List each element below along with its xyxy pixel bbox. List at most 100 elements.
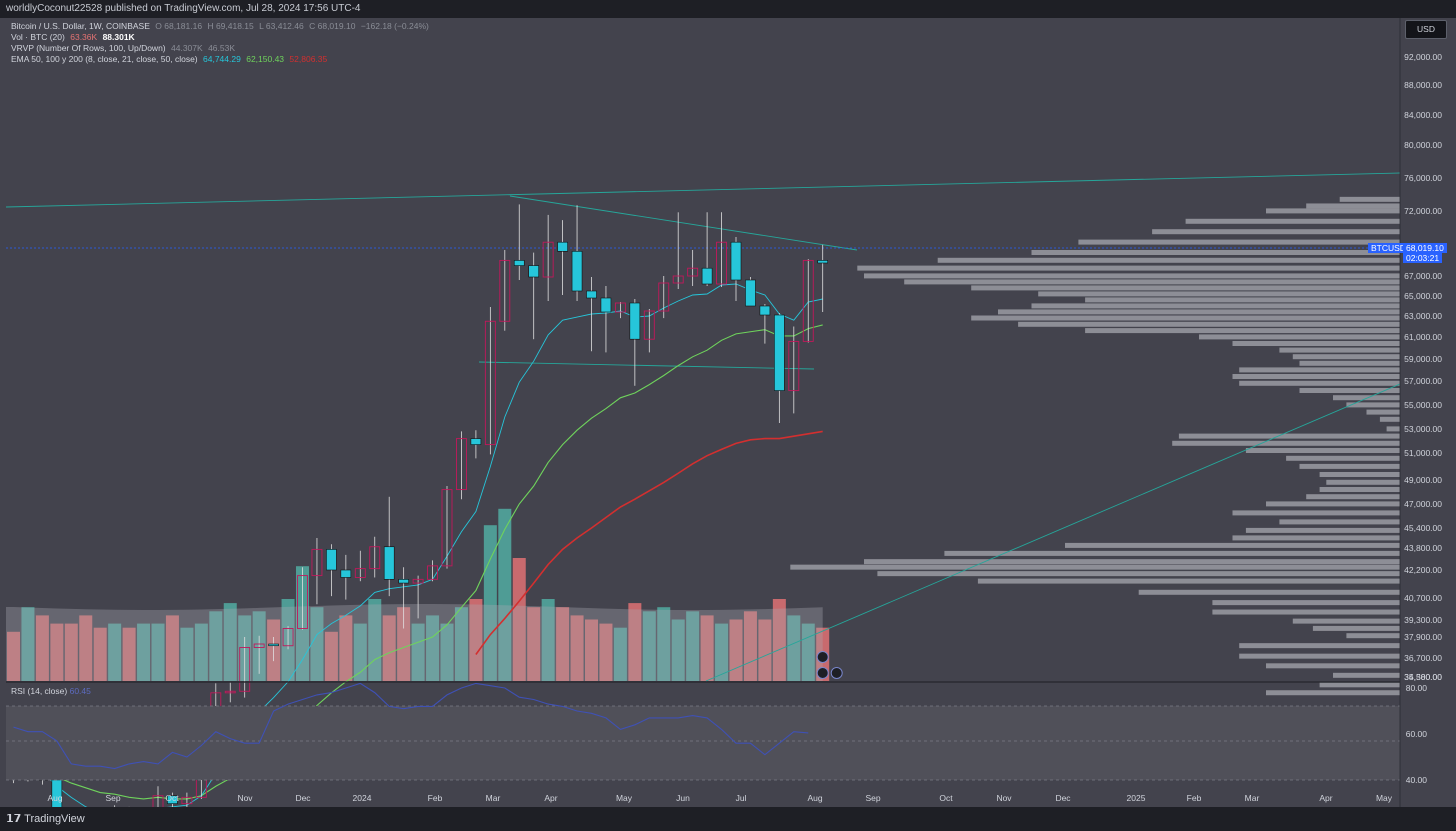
time-axis-label: Dec — [1055, 793, 1071, 803]
candle-body-up — [788, 340, 800, 392]
time-axis-label: Sep — [865, 793, 880, 803]
rsi-axis-label: 80.00 — [1406, 683, 1428, 693]
price-axis-label: 49,000.00 — [1404, 475, 1442, 485]
vrvp-row — [857, 265, 1400, 271]
currency-button[interactable]: USD — [1405, 20, 1447, 39]
volume-bar — [657, 607, 671, 681]
trendline-rising-support — [705, 383, 1401, 682]
candle-body-down — [557, 241, 568, 252]
candle-body-down — [470, 438, 482, 445]
volume-bar — [426, 615, 440, 681]
vrvp-row — [1339, 196, 1400, 202]
price-axis-label: 72,000.00 — [1404, 206, 1442, 216]
volume-bar — [7, 631, 20, 681]
vrvp-row — [1038, 291, 1400, 297]
time-axis-label: Apr — [1319, 793, 1332, 803]
legend-close: C 68,019.10 — [309, 21, 356, 31]
ema-mid-line — [13, 324, 823, 800]
volume-bar — [599, 623, 613, 681]
candle-body-up — [239, 647, 251, 692]
volume-bar — [454, 607, 468, 681]
candle-body-down — [774, 314, 785, 391]
candle-body-down — [701, 267, 713, 285]
price-axis-label: 34,380.00 — [1404, 672, 1442, 682]
tradingview-logo[interactable]: 𝟭𝟳 TradingView — [6, 813, 85, 825]
volume-ma-area — [6, 604, 823, 681]
price-axis-label: 84,000.00 — [1404, 110, 1442, 120]
legend-change: −162.18 (−0.24%) — [360, 21, 429, 31]
vrvp-row — [1346, 633, 1400, 639]
volume-bar — [50, 623, 64, 681]
volume-bar — [772, 599, 786, 681]
volume-bar — [122, 627, 136, 681]
legend-vrvp-up: 44.307K — [171, 43, 203, 53]
volume-bar — [801, 623, 815, 681]
candle-body-up — [802, 259, 814, 342]
vrvp-row — [1239, 380, 1400, 386]
time-axis-label: May — [1376, 793, 1393, 803]
volume-bar — [368, 599, 382, 681]
volume-bar — [642, 611, 656, 681]
candle-body-up — [484, 320, 496, 446]
vrvp-row — [1266, 501, 1400, 507]
price-axis-label: 88,000.00 — [1404, 80, 1442, 90]
vrvp-group — [790, 196, 1400, 696]
volume-bar — [498, 508, 512, 681]
volume-bar — [165, 615, 179, 681]
vrvp-row — [1078, 239, 1400, 245]
vrvp-row — [944, 550, 1400, 556]
candle-body-down — [629, 302, 641, 340]
candle-body-down — [817, 260, 829, 264]
candle-body-down — [730, 241, 742, 281]
vrvp-row — [1292, 354, 1400, 360]
price-axis-label: 47,000.00 — [1404, 499, 1442, 509]
volume-bar — [35, 615, 49, 681]
volume-bar — [339, 615, 353, 681]
candle-body-down — [586, 290, 597, 299]
candle-body-up — [427, 565, 438, 580]
brand-label: TradingView — [24, 813, 85, 825]
vrvp-row — [1292, 618, 1400, 624]
time-axis-label: Aug — [807, 793, 822, 803]
volume-bar — [21, 607, 35, 681]
price-axis-label: 39,300.00 — [1404, 615, 1442, 625]
time-axis-label: Feb — [428, 793, 443, 803]
rsi-band — [6, 706, 1400, 780]
price-axis-label: 55,000.00 — [1404, 400, 1442, 410]
candle-body-up — [687, 267, 699, 277]
rsi-axis-label: 40.00 — [1406, 775, 1428, 785]
volume-bar — [628, 603, 642, 681]
candle-body-down — [398, 579, 409, 584]
vrvp-row — [1199, 334, 1400, 340]
vrvp-row — [1366, 409, 1400, 415]
volume-bar — [758, 619, 772, 681]
vrvp-row — [790, 564, 1400, 570]
rsi-value: 60.45 — [69, 686, 91, 696]
vrvp-row — [1085, 297, 1400, 303]
legend-low: L 63,412.46 — [259, 21, 304, 31]
rsi-line — [13, 682, 809, 770]
volume-bar — [151, 623, 165, 681]
volume-bar — [324, 631, 338, 681]
candle-body-up — [441, 489, 453, 567]
candle-body-up — [253, 643, 265, 648]
vrvp-row — [1239, 643, 1400, 649]
time-axis-label: 2025 — [1127, 793, 1146, 803]
trendline-lower-support — [478, 361, 815, 370]
price-axis-label: 92,000.00 — [1404, 52, 1442, 62]
rsi-legend: RSI (14, close) 60.45 — [11, 686, 91, 696]
volume-bar — [108, 623, 122, 681]
vrvp-row — [1306, 203, 1400, 209]
price-axis-label: 59,000.00 — [1404, 354, 1442, 364]
candle-body-down — [340, 569, 352, 578]
vrvp-row — [1232, 341, 1400, 346]
legend-high: H 69,418.15 — [207, 21, 254, 31]
vrvp-row — [1266, 690, 1400, 696]
vrvp-row — [971, 315, 1400, 321]
volume-bar — [686, 611, 700, 681]
vrvp-row — [1319, 472, 1400, 477]
legend-symbol-row: Bitcoin / U.S. Dollar, 1W, COINBASE O 68… — [11, 21, 432, 32]
volume-bar — [613, 627, 627, 681]
published-text: worldlyCoconut22528 published on Trading… — [6, 3, 361, 14]
